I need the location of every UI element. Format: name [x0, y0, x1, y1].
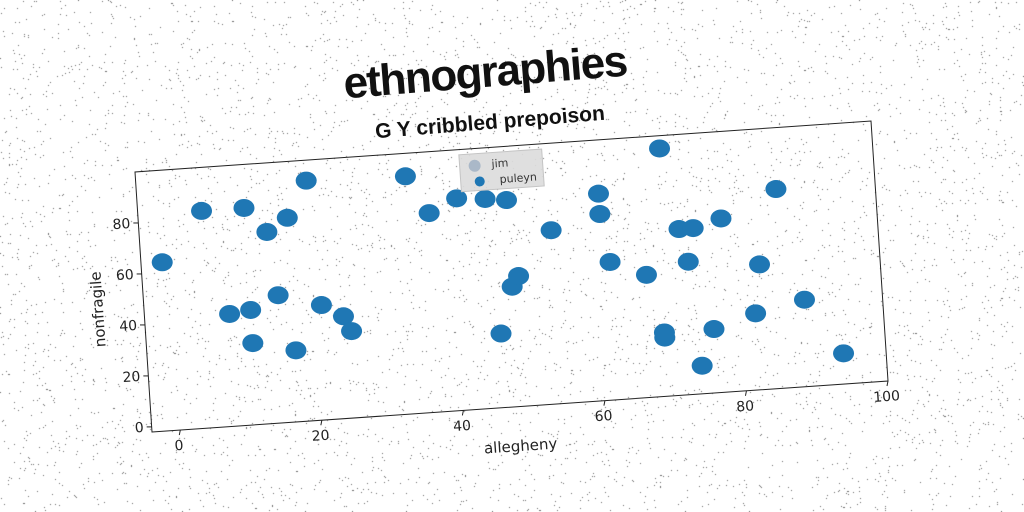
- data-point: [496, 191, 517, 210]
- y-tick-label: 0: [134, 420, 144, 437]
- data-point: [418, 204, 440, 223]
- data-point: [703, 320, 725, 339]
- data-point: [310, 296, 332, 315]
- data-point: [267, 286, 289, 305]
- data-point: [749, 255, 771, 274]
- data-point: [191, 201, 213, 220]
- y-axis-ticks: 0 20 40 60 80: [112, 216, 152, 437]
- data-point: [588, 184, 609, 203]
- y-tick-label: 80: [112, 216, 131, 233]
- data-point: [151, 253, 173, 272]
- x-tick-label: 60: [594, 408, 613, 425]
- y-tick-label: 20: [122, 369, 141, 386]
- data-point: [635, 265, 657, 284]
- data-point: [219, 304, 241, 323]
- x-axis-label: allegheny: [483, 434, 558, 457]
- data-point: [332, 307, 354, 326]
- data-point: [589, 205, 611, 224]
- x-tick-mark: [603, 400, 606, 406]
- data-point: [677, 252, 699, 271]
- legend-label-puleyn: puleyn: [499, 170, 537, 186]
- data-point: [341, 322, 363, 341]
- data-point: [765, 180, 787, 199]
- x-axis-ticks: 0 20 40 60 80 100: [174, 380, 901, 455]
- x-tick-mark: [886, 380, 889, 387]
- x-tick-label: 40: [453, 418, 472, 435]
- data-point: [446, 189, 468, 208]
- x-tick-label: 20: [311, 428, 330, 445]
- plot-area: [134, 120, 889, 433]
- x-tick-mark: [178, 429, 181, 436]
- legend-marker-jim: [468, 159, 481, 172]
- data-point: [233, 198, 255, 217]
- scatter-points: [151, 139, 855, 375]
- x-tick-label: 100: [873, 388, 901, 406]
- data-point: [242, 334, 264, 353]
- data-point: [276, 208, 298, 227]
- data-point: [793, 290, 815, 309]
- data-point: [285, 341, 307, 360]
- data-point: [833, 344, 855, 363]
- x-tick-mark: [744, 390, 747, 396]
- data-point: [490, 324, 512, 343]
- data-point: [240, 300, 262, 319]
- data-point: [599, 252, 621, 271]
- data-point: [256, 222, 278, 241]
- x-tick-mark: [320, 420, 323, 426]
- y-axis-label: nonfragile: [86, 271, 109, 348]
- legend: jim puleyn: [458, 148, 545, 193]
- x-tick-label: 80: [736, 398, 755, 415]
- data-point: [394, 167, 416, 186]
- y-tick-label: 40: [119, 318, 138, 335]
- data-point: [682, 219, 704, 238]
- data-point: [691, 356, 713, 375]
- data-point: [710, 209, 732, 228]
- data-point: [540, 221, 562, 240]
- legend-label-jim: jim: [490, 156, 509, 170]
- data-point: [653, 323, 675, 342]
- data-point: [508, 267, 530, 286]
- x-tick-label: 0: [174, 438, 184, 455]
- legend-marker-puleyn: [474, 176, 485, 187]
- data-point: [474, 189, 496, 208]
- data-point: [745, 304, 767, 323]
- plot-frame: [134, 120, 889, 433]
- data-point: [649, 139, 671, 158]
- y-tick-label: 60: [115, 267, 134, 284]
- x-tick-mark: [461, 410, 464, 416]
- data-point: [295, 171, 317, 190]
